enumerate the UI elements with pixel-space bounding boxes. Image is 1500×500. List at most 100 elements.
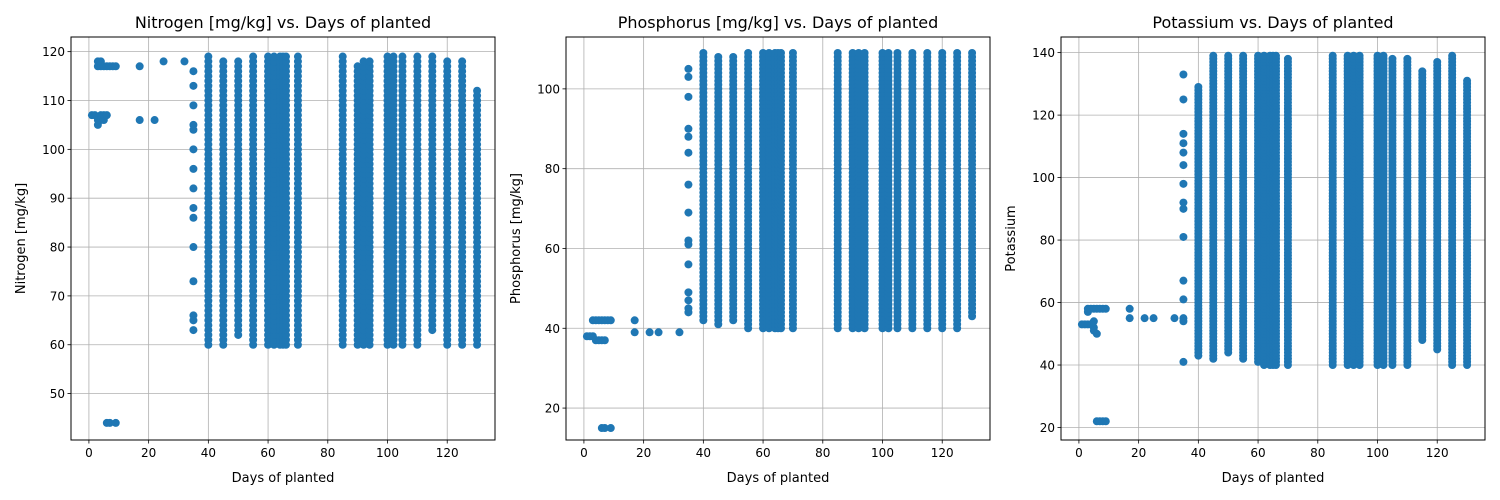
y-tick-label: 120 bbox=[42, 45, 65, 59]
data-point bbox=[684, 72, 693, 81]
x-tick-label: 0 bbox=[580, 446, 588, 460]
data-point bbox=[359, 57, 368, 66]
data-point bbox=[398, 52, 407, 61]
data-point bbox=[281, 52, 290, 61]
y-tick-label: 100 bbox=[42, 143, 65, 157]
data-point bbox=[788, 48, 797, 57]
x-axis-label: Days of planted bbox=[232, 471, 335, 486]
data-point bbox=[1260, 51, 1269, 60]
data-point bbox=[606, 424, 615, 433]
y-tick-label: 80 bbox=[545, 162, 560, 176]
data-point bbox=[654, 328, 663, 337]
data-point bbox=[684, 180, 693, 189]
y-tick-label: 20 bbox=[545, 402, 560, 416]
data-point bbox=[684, 124, 693, 133]
y-tick-label: 60 bbox=[545, 242, 560, 256]
data-point bbox=[428, 52, 437, 61]
data-point bbox=[1254, 51, 1263, 60]
data-point bbox=[699, 48, 708, 57]
data-point bbox=[893, 48, 902, 57]
data-point bbox=[848, 48, 857, 57]
data-point bbox=[1271, 51, 1280, 60]
data-point bbox=[765, 48, 774, 57]
data-point bbox=[219, 57, 228, 66]
data-point bbox=[111, 418, 120, 427]
x-tick-label: 100 bbox=[376, 446, 399, 460]
data-point bbox=[180, 57, 189, 66]
data-point bbox=[189, 67, 198, 76]
data-point bbox=[923, 48, 932, 57]
data-point bbox=[776, 48, 785, 57]
data-point bbox=[159, 57, 168, 66]
y-tick-label: 90 bbox=[50, 192, 65, 206]
data-point bbox=[1194, 82, 1203, 91]
data-point bbox=[833, 48, 842, 57]
x-tick-label: 120 bbox=[931, 446, 954, 460]
plot-frame bbox=[565, 36, 991, 441]
y-tick-label: 70 bbox=[50, 289, 65, 303]
data-point bbox=[383, 52, 392, 61]
x-tick-label: 80 bbox=[815, 446, 830, 460]
data-point bbox=[135, 62, 144, 71]
x-ticks: 0 20 40 60 80 100 120 bbox=[580, 440, 954, 460]
data-point bbox=[1403, 54, 1412, 63]
data-point bbox=[264, 52, 273, 61]
data-point bbox=[684, 260, 693, 269]
plot-frame bbox=[70, 36, 496, 441]
x-axis-label: Days of planted bbox=[727, 471, 830, 486]
data-point bbox=[860, 48, 869, 57]
x-tick-label: 40 bbox=[201, 446, 216, 460]
data-point bbox=[968, 48, 977, 57]
y-tick-label: 40 bbox=[545, 322, 560, 336]
data-point bbox=[249, 52, 258, 61]
x-tick-label: 0 bbox=[85, 446, 93, 460]
data-point bbox=[684, 208, 693, 217]
x-tick-label: 80 bbox=[320, 446, 335, 460]
data-point bbox=[443, 57, 452, 66]
data-point bbox=[1343, 51, 1352, 60]
data-point bbox=[150, 116, 159, 125]
data-point bbox=[458, 57, 467, 66]
data-point bbox=[878, 48, 887, 57]
data-point bbox=[189, 101, 198, 110]
data-point bbox=[204, 52, 213, 61]
data-point bbox=[684, 288, 693, 297]
data-point bbox=[293, 52, 302, 61]
scatter-points bbox=[582, 48, 977, 433]
data-point bbox=[684, 240, 693, 249]
data-point bbox=[600, 424, 609, 433]
data-point bbox=[189, 277, 198, 286]
data-point bbox=[189, 326, 198, 335]
data-point bbox=[630, 328, 639, 337]
data-point bbox=[189, 81, 198, 90]
data-point bbox=[744, 48, 753, 57]
data-point bbox=[105, 418, 114, 427]
data-point bbox=[759, 48, 768, 57]
y-tick-label: 60 bbox=[50, 338, 65, 352]
data-point bbox=[413, 52, 422, 61]
chart-title: Nitrogen [mg/kg] vs. Days of planted bbox=[135, 13, 431, 32]
data-point bbox=[189, 316, 198, 325]
y-tick-label: 100 bbox=[537, 82, 560, 96]
data-point bbox=[1355, 51, 1364, 60]
scatter-points bbox=[87, 52, 482, 427]
data-point bbox=[884, 48, 893, 57]
data-point bbox=[270, 52, 279, 61]
data-point bbox=[684, 64, 693, 73]
data-point bbox=[1433, 57, 1442, 66]
data-point bbox=[645, 328, 654, 337]
data-point bbox=[365, 57, 374, 66]
scatter-points bbox=[1077, 51, 1472, 426]
data-point bbox=[1418, 67, 1427, 76]
data-point bbox=[353, 62, 362, 71]
x-tick-label: 120 bbox=[436, 446, 459, 460]
data-point bbox=[135, 116, 144, 125]
data-point bbox=[729, 52, 738, 61]
data-point bbox=[953, 48, 962, 57]
data-point bbox=[1283, 54, 1292, 63]
x-tick-label: 60 bbox=[260, 446, 275, 460]
data-point bbox=[854, 48, 863, 57]
